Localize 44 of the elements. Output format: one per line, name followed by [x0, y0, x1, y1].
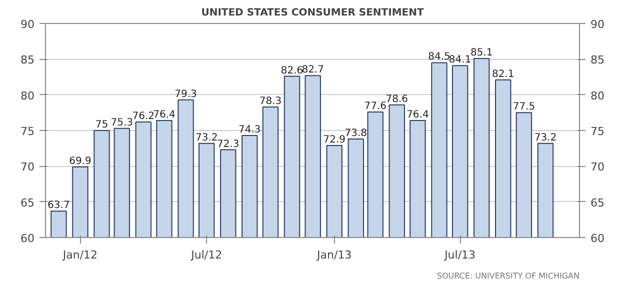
chart-title: UNITED STATES CONSUMER SENTIMENT	[201, 8, 424, 18]
y2-tick-label: 80	[590, 89, 604, 102]
data-label: 79.3	[174, 88, 197, 100]
data-label: 63.7	[48, 200, 70, 212]
data-label: 78.6	[386, 94, 408, 105]
data-label: 82.7	[302, 64, 324, 76]
y2-tick-label: 60	[590, 232, 604, 245]
data-label: 82.6	[280, 65, 304, 76]
y2-tick-label: 85	[590, 54, 604, 67]
data-label: 84.1	[448, 54, 472, 66]
data-label: 72.9	[323, 134, 346, 146]
y2-tick-label: 90	[590, 18, 604, 31]
x-tick-label: Jul/13	[444, 248, 476, 262]
data-label: 85.1	[470, 47, 493, 58]
data-label: 75	[95, 120, 108, 130]
data-label: 77.5	[512, 102, 536, 113]
y2-tick-label: 70	[590, 160, 604, 174]
y-tick-label: 90	[20, 18, 35, 31]
y-tick-label: 85	[20, 54, 35, 67]
data-label: 74.3	[238, 124, 261, 136]
source-note: SOURCE: UNIVERSITY OF MICHIGAN	[436, 272, 580, 280]
y-tick-label: 75	[20, 125, 35, 138]
data-label: 69.9	[69, 156, 92, 167]
data-label: 84.5	[428, 52, 450, 63]
y-tick-label: 80	[20, 89, 35, 102]
data-label: 76.2	[132, 110, 155, 122]
y2-tick-label: 65	[590, 196, 604, 210]
y-tick-label: 65	[20, 196, 35, 210]
data-label: 72.3	[216, 138, 240, 150]
x-tick-label: Jan/12	[62, 248, 98, 262]
data-label: 73.2	[534, 132, 557, 144]
y-tick-label: 70	[20, 160, 35, 174]
data-label: 73.8	[344, 128, 368, 140]
data-label: 77.6	[364, 100, 386, 112]
data-label: 78.3	[259, 96, 282, 107]
data-label: 75.3	[110, 117, 134, 128]
data-label: 76.4	[406, 110, 429, 121]
data-label: 76.4	[153, 110, 176, 121]
data-label: 73.2	[195, 132, 218, 144]
y2-tick-label: 75	[590, 125, 604, 138]
y-tick-label: 60	[20, 232, 35, 245]
x-tick-label: Jan/13	[316, 248, 352, 262]
x-tick-label: Jul/12	[190, 248, 222, 262]
data-label: 82.1	[492, 68, 514, 80]
